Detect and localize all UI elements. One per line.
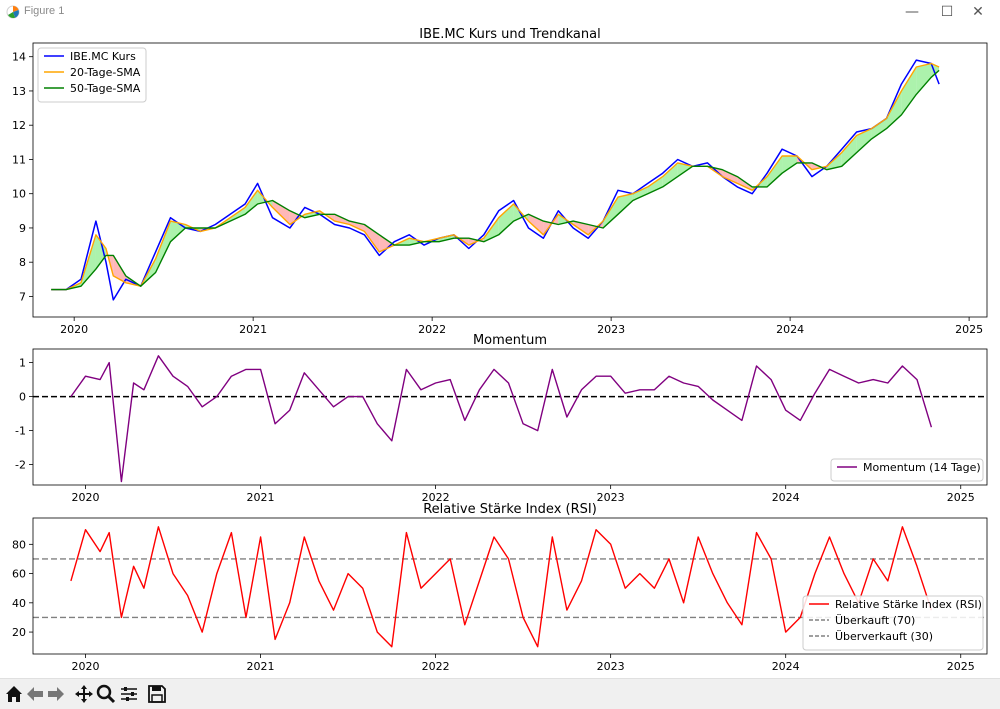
rsi-line [70, 526, 933, 648]
y-tick-label-1-3: 1 [19, 357, 26, 370]
sma-fill-41 [647, 176, 663, 194]
window-titlebar: Figure 1 — ☐ ✕ [0, 0, 1000, 24]
forward-icon[interactable] [45, 683, 67, 705]
sma-fill-25 [409, 238, 425, 246]
y-tick-label-1-1: -1 [15, 425, 26, 438]
sma-fill-40 [632, 186, 648, 201]
y-tick-label-0-3: 10 [12, 188, 26, 201]
x-tick-label-2-0: 2020 [72, 660, 100, 673]
save-icon[interactable] [146, 683, 168, 705]
y-tick-label-1-0: -2 [15, 459, 26, 472]
configure-icon[interactable] [118, 683, 140, 705]
axes-frame-2 [32, 517, 988, 655]
sma-fill-50 [782, 156, 797, 174]
pan-icon[interactable] [73, 683, 95, 705]
sma-fill-43 [677, 162, 693, 177]
sma20-line [51, 62, 940, 291]
axes-frame-1 [32, 348, 988, 486]
sma-fill-55 [856, 128, 872, 153]
legend-label-2-2: Überverkauft (30) [835, 630, 933, 643]
x-tick-label-1-3: 2023 [597, 491, 625, 504]
sma-fill-23 [379, 234, 395, 252]
x-tick-label-2-4: 2024 [772, 660, 800, 673]
x-tick-label-1-0: 2020 [72, 491, 100, 504]
axes-frame-0 [32, 42, 988, 318]
matplotlib-logo-icon [6, 5, 20, 19]
plot-area-0 [51, 59, 940, 301]
x-tick-label-1-1: 2021 [247, 491, 275, 504]
close-button[interactable]: ✕ [972, 4, 984, 20]
sma-fill-33 [528, 214, 544, 235]
window-title: Figure 1 [24, 5, 65, 17]
chart-title-0: IBE.MC Kurs und Trendkanal [419, 27, 600, 42]
sma-fill-38 [603, 197, 618, 228]
sma-fill-14 [245, 190, 258, 215]
sma-fill-58 [901, 66, 917, 115]
sma-fill-42 [662, 162, 678, 187]
home-icon[interactable] [3, 683, 25, 705]
x-tick-label-2-3: 2023 [597, 660, 625, 673]
sma-fill-16 [272, 200, 290, 225]
x-tick-label-0-3: 2023 [597, 323, 625, 336]
legend-label-0-2: 50-Tage-SMA [70, 82, 141, 95]
legend-label-0-1: 20-Tage-SMA [70, 66, 141, 79]
sma-fill-5 [113, 255, 126, 283]
sma-fill-8 [155, 221, 171, 273]
y-tick-label-0-7: 14 [12, 51, 26, 64]
legend-box-2 [802, 595, 984, 651]
sma-fill-3 [95, 234, 106, 270]
y-tick-label-0-5: 12 [12, 119, 26, 132]
x-tick-label-0-1: 2021 [239, 323, 267, 336]
price-line [51, 59, 940, 301]
x-tick-label-2-1: 2021 [247, 660, 275, 673]
x-tick-label-0-5: 2025 [955, 323, 983, 336]
sma-fill-49 [767, 156, 783, 187]
legend-label-2-1: Überkauft (70) [835, 614, 915, 627]
y-tick-label-2-2: 60 [12, 568, 26, 581]
y-tick-label-2-0: 20 [12, 626, 26, 639]
sma-fill-22 [364, 224, 380, 252]
sma-fill-59 [916, 63, 932, 95]
y-tick-label-0-1: 8 [19, 256, 26, 269]
plot-area-1 [33, 355, 987, 483]
y-tick-label-0-4: 11 [12, 153, 26, 166]
sma50-line [51, 69, 940, 291]
legend-label-0-0: IBE.MC Kurs [70, 50, 136, 63]
zoom-icon[interactable] [95, 683, 117, 705]
back-icon[interactable] [24, 683, 46, 705]
y-tick-label-0-6: 13 [12, 85, 26, 98]
sma-fill-31 [498, 203, 514, 235]
y-tick-label-1-2: 0 [19, 391, 26, 404]
legend-label-1-0: Momentum (14 Tage) [863, 461, 981, 474]
chart-title-1: Momentum [473, 333, 547, 348]
x-tick-label-1-4: 2024 [772, 491, 800, 504]
sma-fill-46 [722, 169, 738, 184]
figure-canvas: IBE.MC Kurs und Trendkanal78910111213142… [0, 24, 1000, 678]
y-tick-label-0-0: 7 [19, 290, 26, 303]
minimize-button[interactable]: — [905, 4, 919, 20]
y-tick-label-0-2: 9 [19, 222, 26, 235]
x-tick-label-0-4: 2024 [776, 323, 804, 336]
maximize-button[interactable]: ☐ [940, 4, 954, 20]
momentum-line [70, 355, 933, 483]
sma-fill-56 [871, 118, 887, 139]
legend-box-0 [37, 47, 147, 103]
legend-label-2-0: Relative Stärke Index (RSI) [835, 598, 982, 611]
sma-fill-57 [886, 90, 902, 129]
sma-fill-54 [841, 135, 857, 167]
x-tick-label-0-0: 2020 [60, 323, 88, 336]
x-tick-label-0-2: 2022 [418, 323, 446, 336]
x-tick-label-1-5: 2025 [947, 491, 975, 504]
x-tick-label-2-5: 2025 [947, 660, 975, 673]
sma-fill-39 [617, 193, 633, 215]
y-tick-label-2-3: 80 [12, 538, 26, 551]
navigation-toolbar [0, 678, 1000, 709]
x-tick-label-1-2: 2022 [422, 491, 450, 504]
legend-box-1 [830, 458, 984, 482]
sma-fill-27 [439, 234, 454, 242]
chart-title-2: Relative Stärke Index (RSI) [423, 502, 597, 517]
x-tick-label-2-2: 2022 [422, 660, 450, 673]
y-tick-label-2-1: 40 [12, 597, 26, 610]
